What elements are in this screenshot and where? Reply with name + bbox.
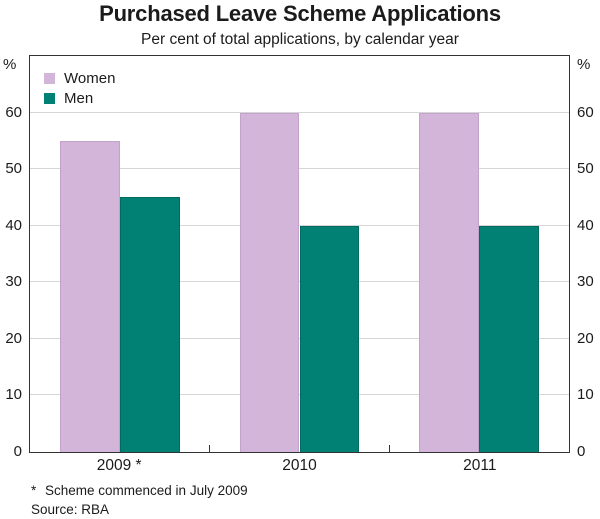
plot-area: Women Men xyxy=(29,55,570,453)
legend-label-men: Men xyxy=(64,89,94,107)
x-axis-labels: 2009 * 2010 2011 xyxy=(29,457,570,475)
gridline-40 xyxy=(30,224,569,226)
legend-item-men: Men xyxy=(44,88,115,108)
gridline-60 xyxy=(30,111,569,113)
y-axis-unit-left: % xyxy=(3,56,17,73)
y-tick-label-left-40: 40 xyxy=(5,216,22,234)
y-tick-label-right-40: 40 xyxy=(577,216,594,234)
legend: Women Men xyxy=(44,68,115,108)
y-axis-labels-left: 0 10 20 30 40 50 60 xyxy=(0,55,25,460)
footnote-marker: * xyxy=(31,483,37,498)
footnote-text: Scheme commenced in July 2009 xyxy=(45,483,248,498)
x-axis-label-2009: 2009 * xyxy=(96,457,142,474)
legend-item-women: Women xyxy=(44,68,115,88)
y-tick-label-right-50: 50 xyxy=(577,160,594,178)
bar-women-2009 xyxy=(59,140,120,452)
bar-women-2010 xyxy=(239,112,300,452)
y-tick-label-left-20: 20 xyxy=(5,329,22,347)
source-note: Source: RBA xyxy=(31,502,110,517)
y-tick-label-left-60: 60 xyxy=(5,103,22,121)
bar-women-2011 xyxy=(419,112,480,452)
y-axis-labels-right: 0 10 20 30 40 50 60 xyxy=(576,55,600,460)
y-tick-label-right-30: 30 xyxy=(577,273,594,291)
y-tick-label-right-20: 20 xyxy=(577,329,594,347)
y-tick-label-right-0: 0 xyxy=(577,443,586,460)
legend-label-women: Women xyxy=(64,69,116,87)
y-tick-label-right-10: 10 xyxy=(577,386,594,404)
bar-men-2009 xyxy=(119,197,180,452)
gridline-50 xyxy=(30,168,569,170)
x-axis-label-2011: 2011 xyxy=(463,457,497,474)
footnotes: * Scheme commenced in July 2009 Source: R… xyxy=(31,481,248,519)
y-axis-unit-right: % xyxy=(577,56,591,73)
y-tick-label-right-60: 60 xyxy=(577,103,594,121)
x-axis-tick xyxy=(388,445,391,452)
y-tick-label-left-10: 10 xyxy=(5,386,22,404)
footnote-scheme: * Scheme commenced in July 2009 xyxy=(31,481,248,500)
x-axis-label-2010: 2010 xyxy=(282,457,317,474)
chart-title: Purchased Leave Scheme Applications xyxy=(99,1,501,26)
y-tick-label-left-0: 0 xyxy=(13,443,22,460)
bar-men-2011 xyxy=(479,225,540,452)
legend-swatch-women xyxy=(44,72,55,84)
chart-subtitle: Per cent of total applications, by calen… xyxy=(141,31,459,48)
legend-swatch-men xyxy=(44,92,55,104)
x-axis-tick xyxy=(208,445,211,452)
bar-men-2010 xyxy=(299,225,360,452)
y-tick-label-left-50: 50 xyxy=(5,160,22,178)
y-tick-label-left-30: 30 xyxy=(5,273,22,291)
